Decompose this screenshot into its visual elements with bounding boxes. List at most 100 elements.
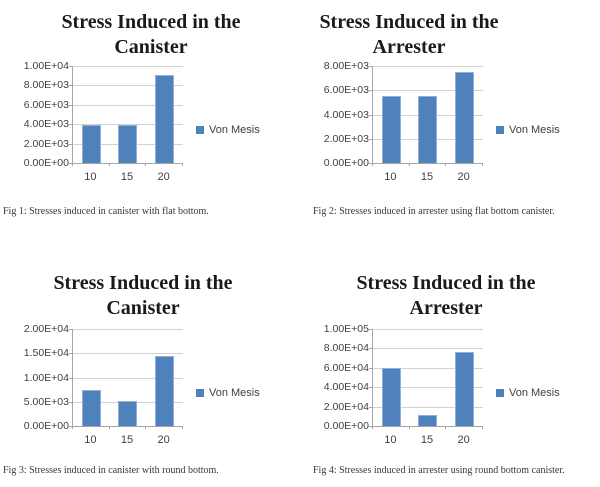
y-tick-label: 6.00E+03 [323, 84, 369, 97]
y-tick-label: 0.00E+00 [323, 420, 369, 432]
chart-title-line-1: Stress Induced in the [356, 272, 536, 294]
y-tick-label: 6.00E+04 [323, 361, 369, 374]
legend-label: Von Mesis [509, 124, 560, 136]
y-tick-mark [369, 348, 372, 350]
y-tick-mark [369, 426, 372, 427]
x-tick-mark [482, 426, 483, 429]
x-axis-labels: 10 15 20 [72, 427, 182, 446]
gridline [73, 124, 183, 126]
y-tick-label: 4.00E+03 [323, 108, 369, 121]
chart-title-line-1: Stress Induced in the [319, 11, 499, 33]
x-axis-labels: 10 15 20 [372, 427, 482, 446]
figure-caption: Fig 3: Stresses induced in canister with… [3, 465, 219, 476]
x-category-label: 10 [84, 171, 97, 183]
chart-body: 2.00E+04 1.50E+04 1.00E+04 5.00E+03 0.00E+00… [18, 323, 260, 446]
y-tick-label: 2.00E+03 [23, 137, 69, 150]
x-category-label: 20 [157, 434, 170, 446]
y-tick-mark [69, 124, 72, 126]
x-tick-mark [372, 426, 373, 429]
gridline [73, 377, 183, 379]
y-tick-mark [369, 329, 372, 330]
chart-title-line-1: Stress Induced in the [61, 11, 241, 33]
x-category-label: 15 [420, 434, 434, 446]
y-tick-label: 4.00E+04 [323, 381, 369, 394]
y-tick-label: 2.00E+03 [323, 132, 369, 145]
x-tick-mark [108, 163, 110, 166]
x-tick-mark [145, 163, 147, 166]
x-axis-labels: 10 15 20 [372, 164, 482, 183]
gridline [373, 348, 483, 350]
gridline [373, 367, 483, 369]
y-axis-labels: 8.00E+03 6.00E+03 4.00E+03 2.00E+03 0.00E+00 [318, 60, 372, 169]
bar [418, 415, 438, 426]
figure-3: Stress Induced in the Canister 2.00E+04 1… [0, 250, 300, 487]
x-tick-mark [182, 163, 183, 166]
x-category-label: 10 [84, 434, 97, 446]
y-tick-label: 0.00E+00 [23, 420, 69, 432]
y-tick-label: 6.00E+03 [23, 98, 69, 111]
x-tick-mark [445, 426, 447, 429]
y-tick-label: 8.00E+03 [323, 60, 369, 72]
bars-group [373, 66, 483, 163]
plot-wrap: 10 15 20 [372, 329, 483, 446]
bar [381, 368, 401, 426]
chart-title-line-2: Arrester [372, 36, 446, 58]
plot-area [72, 329, 183, 429]
gridline [73, 85, 183, 87]
y-tick-label: 8.00E+03 [23, 79, 69, 92]
figure-caption: Fig 4: Stresses induced in arrester usin… [313, 465, 565, 476]
y-tick-mark [69, 104, 72, 106]
y-tick-label: 0.00E+00 [323, 157, 369, 169]
y-axis-labels: 1.00E+04 8.00E+03 6.00E+03 4.00E+03 2.00E+03… [18, 60, 72, 169]
y-tick-mark [369, 66, 372, 67]
chart-body: 1.00E+04 8.00E+03 6.00E+03 4.00E+03 2.00E+03… [18, 60, 260, 183]
y-tick-label: 0.00E+00 [23, 157, 69, 169]
y-tick-label: 1.50E+04 [23, 347, 69, 360]
legend: Von Mesis [496, 124, 560, 136]
y-tick-label: 2.00E+04 [23, 323, 69, 335]
legend-swatch-icon [196, 126, 204, 134]
y-tick-mark [369, 138, 372, 140]
figure-4: Stress Induced in the Arrester 1.00E+05 8… [300, 250, 600, 487]
y-tick-label: 8.00E+04 [323, 342, 369, 355]
chart-title: Stress Induced in the Canister [0, 271, 293, 321]
legend-swatch-icon [496, 126, 504, 134]
chart-title: Stress Induced in the Arrester [259, 10, 559, 60]
bar [418, 96, 438, 163]
y-tick-label: 2.00E+04 [323, 400, 369, 413]
x-tick-mark [145, 426, 147, 429]
y-tick-mark [369, 406, 372, 408]
y-tick-mark [69, 85, 72, 87]
x-tick-mark [408, 426, 410, 429]
gridline [373, 90, 483, 92]
figure-2: Stress Induced in the Arrester 8.00E+03 6… [300, 0, 600, 250]
x-tick-mark [482, 163, 483, 166]
chart-title: Stress Induced in the Arrester [296, 271, 596, 321]
y-axis-labels: 2.00E+04 1.50E+04 1.00E+04 5.00E+03 0.00E+00 [18, 323, 72, 432]
x-category-label: 20 [457, 171, 470, 183]
y-tick-label: 5.00E+03 [23, 395, 69, 408]
x-tick-mark [372, 163, 373, 166]
chart-body: 8.00E+03 6.00E+03 4.00E+03 2.00E+03 0.00E+00… [318, 60, 560, 183]
x-tick-mark [445, 163, 447, 166]
legend: Von Mesis [496, 387, 560, 399]
x-tick-mark [108, 426, 110, 429]
gridline [73, 329, 183, 330]
gridline [373, 406, 483, 408]
gridline [373, 387, 483, 389]
gridline [73, 66, 183, 67]
x-category-label: 20 [457, 434, 470, 446]
y-tick-mark [369, 163, 372, 164]
figure-caption: Fig 1: Stresses induced in canister with… [3, 206, 209, 217]
x-axis-labels: 10 15 20 [72, 164, 182, 183]
chart-body: 1.00E+05 8.00E+04 6.00E+04 4.00E+04 2.00E+04… [318, 323, 560, 446]
x-category-label: 10 [384, 171, 397, 183]
y-tick-mark [369, 387, 372, 389]
bar [118, 401, 138, 426]
x-tick-mark [72, 426, 73, 429]
chart-title-line-2: Arrester [409, 297, 483, 319]
y-tick-mark [369, 114, 372, 116]
y-tick-mark [69, 329, 72, 330]
plot-wrap: 10 15 20 [372, 66, 483, 183]
